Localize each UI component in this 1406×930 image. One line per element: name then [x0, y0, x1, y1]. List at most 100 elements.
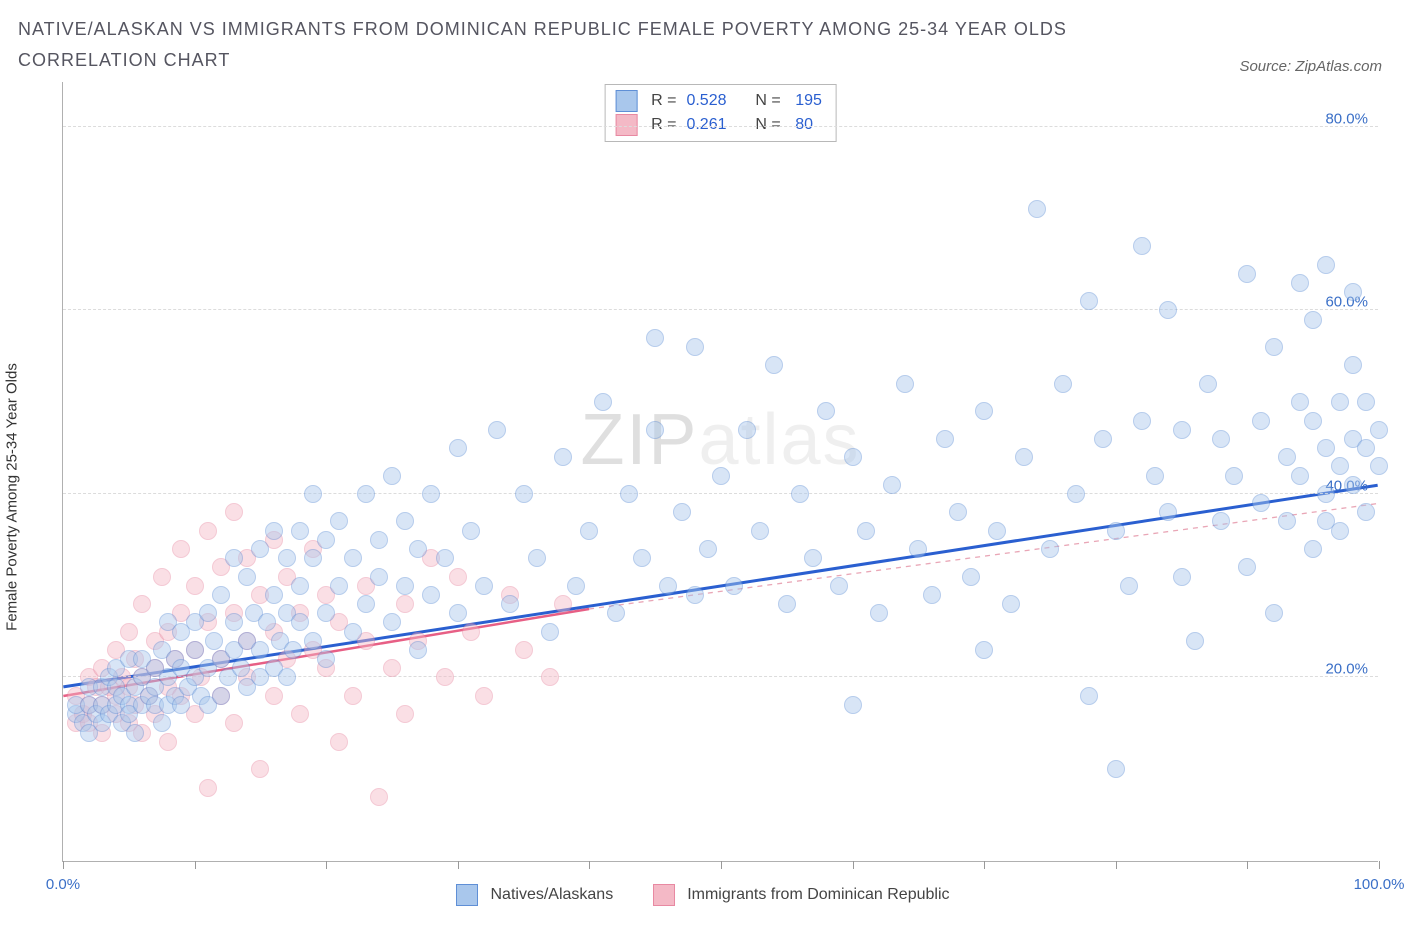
data-point [172, 696, 190, 714]
square-icon [653, 884, 675, 906]
data-point [988, 522, 1006, 540]
data-point [357, 485, 375, 503]
data-point [844, 696, 862, 714]
data-point [449, 439, 467, 457]
data-point [633, 549, 651, 567]
data-point [817, 402, 835, 420]
data-point [1357, 503, 1375, 521]
data-point [449, 568, 467, 586]
data-point [225, 503, 243, 521]
data-point [1291, 274, 1309, 292]
data-point [1317, 485, 1335, 503]
data-point [330, 577, 348, 595]
data-point [646, 329, 664, 347]
data-point [962, 568, 980, 586]
data-point [462, 623, 480, 641]
data-point [344, 549, 362, 567]
data-point [225, 549, 243, 567]
data-point [686, 338, 704, 356]
data-point [199, 779, 217, 797]
data-point [923, 586, 941, 604]
data-point [212, 586, 230, 604]
series-legend: Natives/Alaskans Immigrants from Dominic… [18, 884, 1388, 906]
data-point [205, 632, 223, 650]
data-point [528, 549, 546, 567]
data-point [1002, 595, 1020, 613]
data-point [284, 641, 302, 659]
data-point [554, 448, 572, 466]
data-point [1120, 577, 1138, 595]
data-point [370, 568, 388, 586]
data-point [1291, 393, 1309, 411]
data-point [409, 540, 427, 558]
data-point [686, 586, 704, 604]
data-point [1304, 412, 1322, 430]
data-point [1357, 393, 1375, 411]
data-point [330, 733, 348, 751]
data-point [1331, 457, 1349, 475]
data-point [1212, 512, 1230, 530]
data-point [580, 522, 598, 540]
data-point [1028, 200, 1046, 218]
data-point [383, 659, 401, 677]
data-point [541, 623, 559, 641]
data-point [396, 512, 414, 530]
data-point [251, 760, 269, 778]
data-point [265, 522, 283, 540]
data-point [567, 577, 585, 595]
data-point [673, 503, 691, 521]
chart-title: NATIVE/ALASKAN VS IMMIGRANTS FROM DOMINI… [18, 14, 1118, 75]
data-point [1080, 292, 1098, 310]
data-point [896, 375, 914, 393]
data-point [1278, 512, 1296, 530]
data-point [1212, 430, 1230, 448]
data-point [1238, 265, 1256, 283]
data-point [659, 577, 677, 595]
data-point [857, 522, 875, 540]
data-point [488, 421, 506, 439]
data-point [646, 421, 664, 439]
data-point [936, 430, 954, 448]
data-point [396, 705, 414, 723]
data-point [278, 549, 296, 567]
data-point [1291, 467, 1309, 485]
scatter-chart: Female Poverty Among 25-34 Year Olds ZIP… [18, 82, 1388, 912]
data-point [975, 402, 993, 420]
data-point [258, 613, 276, 631]
data-point [765, 356, 783, 374]
data-point [1370, 421, 1388, 439]
data-point [317, 604, 335, 622]
data-point [725, 577, 743, 595]
data-point [1159, 503, 1177, 521]
data-point [1238, 558, 1256, 576]
data-point [357, 595, 375, 613]
data-point [251, 540, 269, 558]
data-point [330, 512, 348, 530]
y-tick-label: 80.0% [1325, 110, 1368, 127]
data-point [126, 724, 144, 742]
correlation-legend: R = 0.528 N = 195R = 0.261 N = 80 [604, 84, 837, 142]
data-point [199, 522, 217, 540]
legend-label: Immigrants from Dominican Republic [687, 886, 949, 904]
data-point [212, 687, 230, 705]
data-point [291, 522, 309, 540]
data-point [1252, 494, 1270, 512]
data-point [370, 531, 388, 549]
data-point [738, 421, 756, 439]
data-point [1146, 467, 1164, 485]
data-point [186, 577, 204, 595]
data-point [1304, 540, 1322, 558]
data-point [1159, 301, 1177, 319]
square-icon [615, 90, 637, 112]
data-point [344, 623, 362, 641]
data-point [133, 595, 151, 613]
data-point [409, 641, 427, 659]
source-attribution: Source: ZipAtlas.com [1239, 58, 1382, 75]
data-point [396, 577, 414, 595]
data-point [1094, 430, 1112, 448]
data-point [1199, 375, 1217, 393]
legend-item-immigrants: Immigrants from Dominican Republic [653, 884, 949, 906]
data-point [1225, 467, 1243, 485]
data-point [620, 485, 638, 503]
data-point [370, 788, 388, 806]
